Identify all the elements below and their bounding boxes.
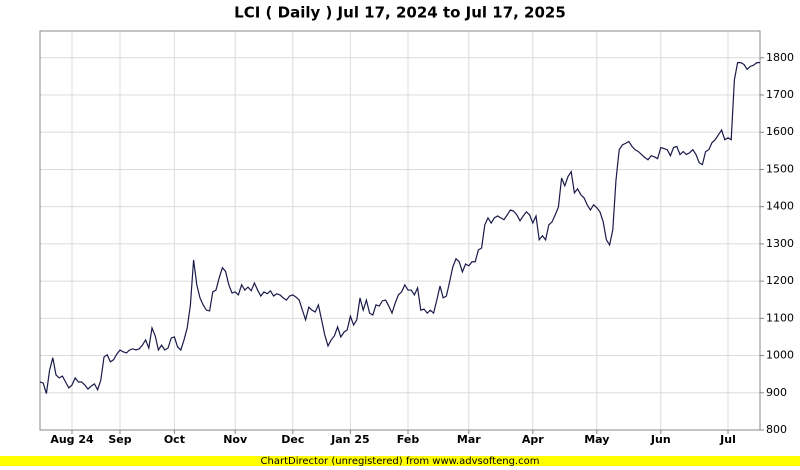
x-tick-label: Apr <box>522 433 544 446</box>
y-tick-label: 800 <box>766 423 787 436</box>
y-tick-label: 900 <box>766 386 787 399</box>
y-tick-label: 1700 <box>766 88 794 101</box>
y-tick-label: 1600 <box>766 125 794 138</box>
y-tick-label: 1800 <box>766 51 794 64</box>
price-line <box>39 62 760 394</box>
x-tick-label: Aug 24 <box>50 433 94 446</box>
y-tick-label: 1400 <box>766 200 794 213</box>
x-tick-label: Nov <box>223 433 248 446</box>
y-tick-label: 1000 <box>766 349 794 362</box>
y-tick-label: 1500 <box>766 162 794 175</box>
x-tick-label: Feb <box>397 433 420 446</box>
footer-text: ChartDirector (unregistered) from www.ad… <box>261 456 540 466</box>
x-tick-label: Dec <box>281 433 304 446</box>
x-tick-label: May <box>584 433 609 446</box>
chart-title: LCI ( Daily ) Jul 17, 2024 to Jul 17, 20… <box>234 4 566 22</box>
plot-border <box>39 30 761 431</box>
x-tick-label: Jul <box>719 433 736 446</box>
x-tick-label: Sep <box>108 433 131 446</box>
x-tick-label: Oct <box>164 433 185 446</box>
y-tick-label: 1300 <box>766 237 794 250</box>
y-tick-label: 1200 <box>766 274 794 287</box>
footer-bar <box>0 456 800 466</box>
x-tick-label: Mar <box>457 433 481 446</box>
x-tick-label: Jan 25 <box>330 433 369 446</box>
x-tick-label: Jun <box>650 433 671 446</box>
y-tick-label: 1100 <box>766 311 794 324</box>
